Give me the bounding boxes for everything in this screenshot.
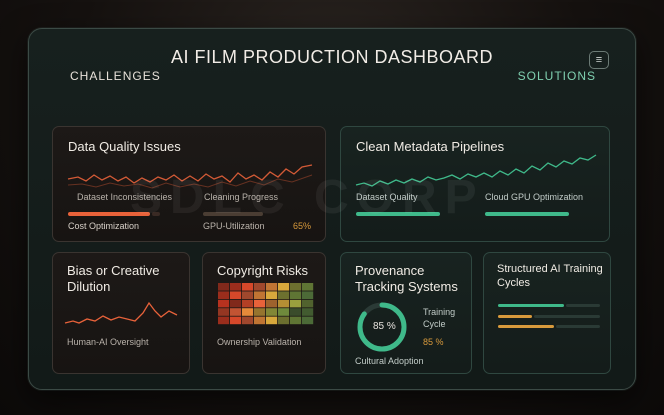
card-title: Copyright Risks (217, 263, 309, 278)
metadata-card[interactable]: Clean Metadata Pipelines Dataset Quality… (340, 126, 610, 242)
heatmap-cell (266, 316, 278, 325)
provenance-ring (357, 302, 407, 352)
heatmap-cell (302, 316, 314, 325)
heatmap-cell (278, 283, 290, 291)
gpu-label: GPU-Utilization (203, 221, 265, 231)
heatmap-cell (230, 308, 242, 316)
data-quality-sparkline (67, 164, 313, 189)
heatmap-cell (218, 299, 230, 308)
bias-card[interactable]: Bias or Creative Dilution Human-AI Overs… (52, 252, 190, 374)
heatmap-cell (218, 316, 230, 325)
card-title: Bias or Creative Dilution (67, 263, 160, 295)
heatmap-cell (290, 308, 302, 316)
heatmap-cell (266, 308, 278, 316)
provenance-card[interactable]: Provenance Tracking Systems 85 % Trainin… (340, 252, 472, 374)
cleaning-label: Cleaning Progress (204, 192, 279, 202)
ring-value: 85 % (373, 321, 396, 332)
heatmap-cell (266, 291, 278, 299)
heatmap-cell (218, 283, 230, 291)
gpu-value: 65% (293, 221, 312, 231)
cloud-gpu-bar (485, 212, 569, 216)
heatmap-cell (290, 299, 302, 308)
menu-icon: ≡ (595, 54, 603, 66)
heatmap-cell (242, 308, 254, 316)
heatmap-cell (230, 291, 242, 299)
heatmap-cell (242, 299, 254, 308)
dataset-quality-label: Dataset Quality (356, 192, 418, 202)
dataset-quality-bar (356, 212, 440, 216)
heatmap-cell (266, 283, 278, 291)
heatmap-cell (254, 283, 266, 291)
heatmap-cell (290, 316, 302, 325)
heatmap-cell (254, 291, 266, 299)
heatmap-cell (278, 308, 290, 316)
heatmap-cell (242, 316, 254, 325)
training-bar-3 (498, 325, 554, 328)
card-title: Clean Metadata Pipelines (356, 139, 505, 154)
menu-button[interactable]: ≡ (589, 51, 609, 69)
heatmap-cell (302, 308, 314, 316)
cultural-adoption-label: Cultural Adoption (355, 356, 424, 366)
heatmap-cell (230, 316, 242, 325)
training-bar-3-track (556, 325, 600, 328)
heatmap-cell (230, 283, 242, 291)
page-title: AI FILM PRODUCTION DASHBOARD (170, 47, 494, 67)
heatmap-cell (230, 299, 242, 308)
ownership-label: Ownership Validation (217, 337, 302, 347)
metadata-sparkline (355, 154, 597, 187)
heatmap-cell (218, 308, 230, 316)
oversight-label: Human-AI Oversight (67, 337, 149, 347)
heatmap-cell (290, 291, 302, 299)
heatmap-cell (242, 291, 254, 299)
card-title: Structured AI Training Cycles (497, 263, 603, 289)
copyright-card[interactable]: Copyright Risks Ownership Validation (202, 252, 326, 374)
training-bar-2-track (534, 315, 600, 318)
training-bar-2 (498, 315, 532, 318)
card-title: Data Quality Issues (68, 139, 181, 154)
heatmap-cell (266, 299, 278, 308)
cost-label: Cost Optimization (68, 221, 140, 231)
card-title: Provenance Tracking Systems (355, 263, 458, 295)
heatmap-cell (278, 299, 290, 308)
heatmap-cell (278, 291, 290, 299)
training-cycle-label: Training Cycle (423, 307, 456, 329)
training-bar-1-track (566, 304, 600, 307)
cost-bar (68, 212, 150, 216)
heatmap-cell (254, 316, 266, 325)
heatmap-cell (290, 283, 302, 291)
inconsistencies-label: Dataset Inconsistencies (77, 192, 173, 202)
gpu-bar (203, 212, 263, 216)
copyright-heatmap (218, 283, 314, 325)
heatmap-cell (254, 299, 266, 308)
heatmap-cell (278, 316, 290, 325)
solutions-heading: SOLUTIONS (517, 69, 596, 83)
heatmap-cell (254, 308, 266, 316)
data-quality-card[interactable]: Data Quality Issues Dataset Inconsistenc… (52, 126, 326, 242)
cost-bar-track (152, 212, 160, 216)
heatmap-cell (218, 291, 230, 299)
training-bar-1 (498, 304, 564, 307)
heatmap-cell (302, 283, 314, 291)
heatmap-cell (242, 283, 254, 291)
heatmap-cell (302, 291, 314, 299)
training-card[interactable]: Structured AI Training Cycles (483, 252, 611, 374)
cloud-gpu-label: Cloud GPU Optimization (485, 192, 584, 202)
heatmap-cell (302, 299, 314, 308)
training-cycle-value: 85 % (423, 337, 444, 347)
bias-sparkline (64, 301, 178, 324)
challenges-heading: CHALLENGES (70, 69, 161, 83)
